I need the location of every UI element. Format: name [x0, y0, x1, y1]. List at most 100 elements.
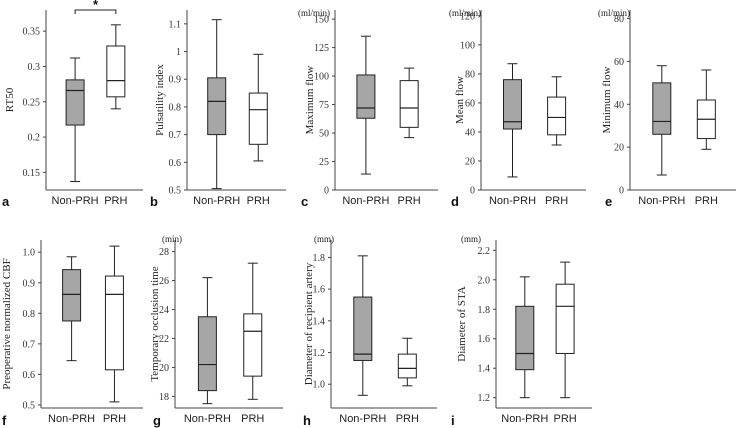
y-tick-label: 24 — [159, 305, 169, 316]
panel-label: f — [2, 413, 7, 428]
y-tick-label: 0.8 — [23, 309, 36, 320]
y-tick-label: 0.5 — [23, 400, 36, 411]
y-tick-label: 0.2 — [28, 133, 41, 144]
box-prh — [104, 275, 124, 371]
category-label: PRH — [554, 413, 577, 425]
y-tick-label: 0 — [619, 186, 624, 197]
panel-i: 1.2 1.4 1.6 1.8 2.0 2.2 Diameter of STA (mm) Non… — [451, 234, 592, 428]
y-tick-label: 28 — [159, 247, 169, 258]
y-tick-label: 2.0 — [478, 275, 491, 286]
panel-f: 0.5 0.6 0.7 0.8 0.9 1.0 Preoperative normalize… — [1, 240, 143, 428]
panel-label: c — [301, 194, 308, 209]
y-tick-label: 1.2 — [313, 348, 326, 359]
panel-a: 0.15 0.2 0.25 0.3 0.35 RT50 Non-PRH PRH * a — [2, 0, 143, 209]
y-tick-label: 75 — [319, 100, 329, 111]
category-label: PRH — [247, 195, 270, 207]
panel-e: 0 20 40 60 80 Minimum flow (ml/min) Non-PRH PRH e — [598, 8, 736, 209]
box-prh — [547, 96, 567, 136]
y-tick-label: 0.6 — [169, 158, 182, 169]
y-tick-label: 1.8 — [313, 253, 326, 264]
box-non-prh — [62, 269, 82, 322]
y-axis-unit: (min) — [162, 234, 182, 244]
y-tick-label: 1.8 — [478, 305, 491, 316]
box-non-prh — [515, 305, 535, 371]
y-axis-unit: (ml/min) — [449, 8, 481, 18]
y-tick-label: 40 — [465, 127, 475, 138]
box-non-prh — [503, 79, 522, 130]
box-non-prh — [652, 82, 672, 135]
y-tick-label: 0.35 — [23, 27, 41, 38]
y-tick-label: 20 — [614, 143, 624, 154]
significance-marker: * — [93, 0, 99, 12]
category-label: PRH — [545, 195, 568, 207]
category-label: PRH — [103, 413, 126, 425]
y-tick-label: 26 — [159, 276, 169, 287]
y-tick-label: 1.4 — [313, 316, 326, 327]
y-tick-label: 125 — [314, 43, 329, 54]
y-tick-label: 60 — [614, 57, 624, 68]
category-label: PRH — [396, 413, 419, 425]
box-prh — [248, 92, 268, 145]
y-tick-label: 0.3 — [28, 62, 41, 73]
y-axis-label: Pulsatility index — [154, 64, 166, 136]
y-tick-label: 22 — [159, 334, 169, 345]
y-tick-label: 18 — [159, 392, 169, 403]
category-label: Non-PRH — [52, 195, 99, 207]
category-label: PRH — [695, 195, 718, 207]
y-tick-label: 150 — [314, 15, 329, 26]
y-tick-label: 0 — [324, 186, 329, 197]
y-tick-label: 0.7 — [23, 339, 36, 350]
y-tick-label: 2.2 — [478, 246, 491, 257]
panel-label: d — [451, 194, 459, 209]
category-label: PRH — [241, 413, 264, 425]
panel-g: 18 20 22 24 26 28 Temporary occlusion time (min… — [149, 234, 283, 428]
y-axis-unit: (mm) — [314, 234, 334, 244]
y-tick-label: 40 — [614, 100, 624, 111]
panel-b: 0.5 0.6 0.7 0.8 0.9 1 1.1 Pulsatility index Non-… — [150, 10, 286, 209]
box-non-prh — [353, 296, 373, 361]
y-axis-label: RT50 — [4, 87, 16, 112]
y-axis-label: Diameter of STA — [456, 286, 468, 362]
panel-label: e — [605, 194, 612, 209]
y-tick-label: 25 — [319, 157, 329, 168]
category-label: Non-PRH — [184, 413, 231, 425]
panel-label: b — [150, 194, 158, 209]
y-axis-label: Diameter of recipient artery — [303, 262, 315, 385]
box-non-prh — [65, 79, 85, 126]
y-axis-label: Mean flow — [454, 76, 466, 124]
y-tick-label: 120 — [460, 11, 475, 22]
y-tick-label: 0.9 — [23, 278, 36, 289]
box-non-prh — [207, 77, 227, 136]
category-label: PRH — [398, 195, 421, 207]
y-tick-label: 1.1 — [169, 19, 182, 30]
box-prh — [243, 313, 263, 377]
box-non-prh — [356, 74, 376, 119]
box-prh — [106, 45, 126, 98]
category-label: Non-PRH — [489, 195, 536, 207]
y-tick-label: 0.15 — [23, 168, 41, 179]
panel-label: g — [153, 413, 161, 428]
y-tick-label: 0.5 — [169, 186, 182, 197]
significance-bracket — [74, 9, 117, 14]
category-label: Non-PRH — [48, 413, 95, 425]
y-tick-label: 0.7 — [169, 130, 182, 141]
y-tick-label: 1.4 — [478, 364, 491, 375]
category-label: Non-PRH — [342, 195, 389, 207]
y-tick-label: 1.0 — [23, 248, 36, 259]
y-tick-label: 1 — [176, 47, 181, 58]
category-label: Non-PRH — [501, 413, 548, 425]
y-tick-label: 50 — [319, 129, 329, 140]
panel-d: 0 20 40 60 80 100 120 Mean flow (ml/min) Non-PRH P… — [449, 8, 586, 209]
y-tick-label: 1.6 — [313, 285, 326, 296]
category-label: Non-PRH — [339, 413, 386, 425]
y-tick-label: 0.8 — [169, 102, 182, 113]
y-tick-label: 100 — [314, 72, 329, 83]
y-tick-label: 20 — [465, 156, 475, 167]
y-tick-label: 0.6 — [23, 370, 36, 381]
y-tick-label: 0.9 — [169, 75, 182, 86]
y-tick-label: 1.6 — [478, 334, 491, 345]
box-prh — [555, 283, 575, 354]
y-tick-label: 1.0 — [313, 380, 326, 391]
y-axis-label: Minimum flow — [601, 66, 613, 133]
